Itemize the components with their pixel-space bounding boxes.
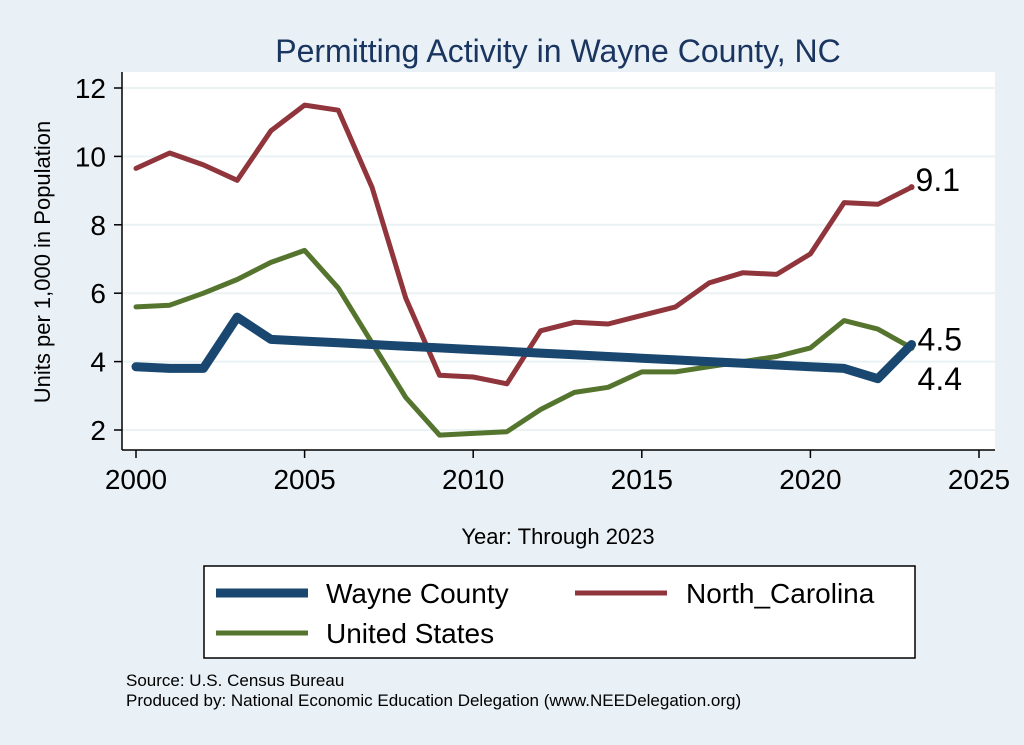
end-label-wayne-county: 4.5 bbox=[918, 322, 962, 358]
y-tick-label-4: 4 bbox=[90, 347, 106, 378]
produced-by-note: Produced by: National Economic Education… bbox=[126, 691, 742, 710]
end-label-north-carolina: 9.1 bbox=[916, 162, 960, 198]
end-marker-north-carolina bbox=[908, 184, 915, 191]
series-group bbox=[131, 102, 917, 438]
x-tick-label-2010: 2010 bbox=[442, 464, 504, 495]
end-label-united-states: 4.4 bbox=[918, 361, 962, 397]
y-tick-label-12: 12 bbox=[75, 73, 106, 104]
legend-label-wayne-county: Wayne County bbox=[326, 578, 509, 609]
source-note: Source: U.S. Census Bureau bbox=[126, 671, 345, 690]
x-axis-label: Year: Through 2023 bbox=[461, 524, 654, 549]
legend-box bbox=[203, 565, 916, 659]
y-axis-label: Units per 1,000 in Population bbox=[30, 121, 55, 404]
x-tick-label-2020: 2020 bbox=[779, 464, 841, 495]
y-tick-label-10: 10 bbox=[75, 141, 106, 172]
legend: Wayne County North_Carolina United State… bbox=[203, 565, 916, 659]
legend-label-north-carolina: North_Carolina bbox=[686, 578, 875, 609]
y-tick-label-6: 6 bbox=[90, 278, 106, 309]
axes: 2 4 6 8 10 12 2000 2005 2010 2015 2020 2025 bbox=[75, 72, 1010, 495]
series-line-united-states bbox=[133, 247, 915, 438]
end-labels: 4.5 9.1 4.4 bbox=[916, 162, 962, 397]
y-tick-label-8: 8 bbox=[90, 210, 106, 241]
series-line-north-carolina bbox=[133, 102, 915, 387]
y-tick-label-2: 2 bbox=[90, 415, 106, 446]
legend-label-united-states: United States bbox=[326, 618, 494, 649]
end-marker-wayne-county bbox=[908, 341, 915, 348]
x-tick-label-2005: 2005 bbox=[273, 464, 335, 495]
x-tick-label-2000: 2000 bbox=[105, 464, 167, 495]
chart-title: Permitting Activity in Wayne County, NC bbox=[275, 33, 841, 69]
series-line-wayne-county bbox=[131, 312, 917, 384]
x-tick-label-2015: 2015 bbox=[611, 464, 673, 495]
x-tick-label-2025: 2025 bbox=[948, 464, 1010, 495]
grid-lines bbox=[122, 87, 995, 431]
plot-area bbox=[122, 72, 995, 450]
